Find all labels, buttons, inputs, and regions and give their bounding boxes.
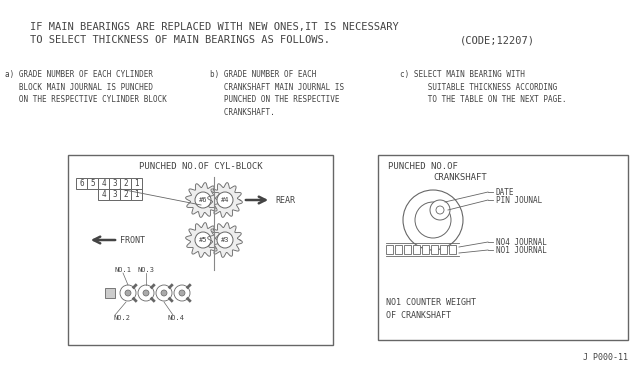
Text: PIN JOUNAL: PIN JOUNAL: [496, 196, 542, 205]
Polygon shape: [208, 183, 243, 217]
Circle shape: [436, 206, 444, 214]
Bar: [120, 189, 131, 200]
Text: 4: 4: [101, 179, 106, 188]
Bar: [120, 178, 131, 189]
Bar: [422, 245, 429, 254]
Bar: [109, 178, 120, 189]
Circle shape: [195, 192, 211, 208]
Bar: [404, 245, 411, 254]
Text: PUNCHED NO.OF CYL-BLOCK: PUNCHED NO.OF CYL-BLOCK: [139, 162, 262, 171]
Text: NO1 JOURNAL: NO1 JOURNAL: [496, 246, 547, 254]
Circle shape: [217, 232, 233, 248]
Text: NO.1: NO.1: [115, 267, 131, 273]
Circle shape: [217, 192, 233, 208]
Circle shape: [174, 285, 190, 301]
Text: (CODE;12207): (CODE;12207): [460, 35, 535, 45]
Text: PUNCHED NO.OF: PUNCHED NO.OF: [388, 162, 458, 171]
Circle shape: [415, 202, 451, 238]
Text: FRONT: FRONT: [120, 235, 145, 244]
Text: NO.2: NO.2: [113, 315, 130, 321]
Text: a) GRADE NUMBER OF EACH CYLINDER
   BLOCK MAIN JOURNAL IS PUNCHED
   ON THE RESP: a) GRADE NUMBER OF EACH CYLINDER BLOCK M…: [5, 70, 167, 104]
Circle shape: [120, 285, 136, 301]
Text: CRANKSHAFT: CRANKSHAFT: [433, 173, 487, 182]
Text: 5: 5: [90, 179, 95, 188]
Bar: [109, 189, 120, 200]
Bar: [131, 189, 142, 200]
Text: #3: #3: [221, 237, 229, 243]
Bar: [98, 189, 109, 200]
Bar: [68, 155, 333, 345]
Text: #4: #4: [221, 197, 229, 203]
Circle shape: [179, 290, 185, 296]
Text: NO.4: NO.4: [168, 315, 185, 321]
Text: 2: 2: [123, 179, 128, 188]
Bar: [378, 155, 628, 340]
Bar: [431, 245, 438, 254]
Text: IF MAIN BEARINGS ARE REPLACED WITH NEW ONES,IT IS NECESSARY: IF MAIN BEARINGS ARE REPLACED WITH NEW O…: [30, 22, 399, 32]
Text: 6: 6: [79, 179, 84, 188]
Text: 4: 4: [101, 190, 106, 199]
Text: #6: #6: [199, 197, 207, 203]
Bar: [395, 245, 402, 254]
Bar: [413, 245, 420, 254]
Polygon shape: [186, 223, 220, 257]
Text: 3: 3: [112, 190, 117, 199]
Bar: [87, 178, 98, 189]
Text: 3: 3: [112, 179, 117, 188]
Bar: [449, 245, 456, 254]
Bar: [105, 288, 115, 298]
Text: NO4 JOURNAL: NO4 JOURNAL: [496, 237, 547, 247]
Text: TO SELECT THICKNESS OF MAIN BEARINGS AS FOLLOWS.: TO SELECT THICKNESS OF MAIN BEARINGS AS …: [30, 35, 330, 45]
Circle shape: [161, 290, 167, 296]
Text: NO1 COUNTER WEIGHT
OF CRANKSHAFT: NO1 COUNTER WEIGHT OF CRANKSHAFT: [386, 298, 476, 320]
Text: 2: 2: [123, 190, 128, 199]
Bar: [76, 178, 87, 189]
Text: J P000-11: J P000-11: [583, 353, 628, 362]
Text: NO.3: NO.3: [138, 267, 154, 273]
Text: #5: #5: [199, 237, 207, 243]
Text: b) GRADE NUMBER OF EACH
   CRANKSHAFT MAIN JOURNAL IS
   PUNCHED ON THE RESPECTI: b) GRADE NUMBER OF EACH CRANKSHAFT MAIN …: [210, 70, 344, 116]
Text: DATE: DATE: [496, 187, 515, 196]
Circle shape: [403, 190, 463, 250]
Bar: [98, 178, 109, 189]
Circle shape: [156, 285, 172, 301]
Bar: [131, 178, 142, 189]
Text: c) SELECT MAIN BEARING WITH
      SUITABLE THICKNESS ACCORDING
      TO THE TABL: c) SELECT MAIN BEARING WITH SUITABLE THI…: [400, 70, 566, 104]
Text: 1: 1: [134, 190, 139, 199]
Circle shape: [143, 290, 149, 296]
Bar: [440, 245, 447, 254]
Circle shape: [430, 200, 450, 220]
Circle shape: [195, 232, 211, 248]
Circle shape: [138, 285, 154, 301]
Polygon shape: [186, 183, 220, 217]
Circle shape: [125, 290, 131, 296]
Text: 1: 1: [134, 179, 139, 188]
Bar: [386, 245, 393, 254]
Polygon shape: [208, 223, 243, 257]
Text: REAR: REAR: [275, 196, 295, 205]
